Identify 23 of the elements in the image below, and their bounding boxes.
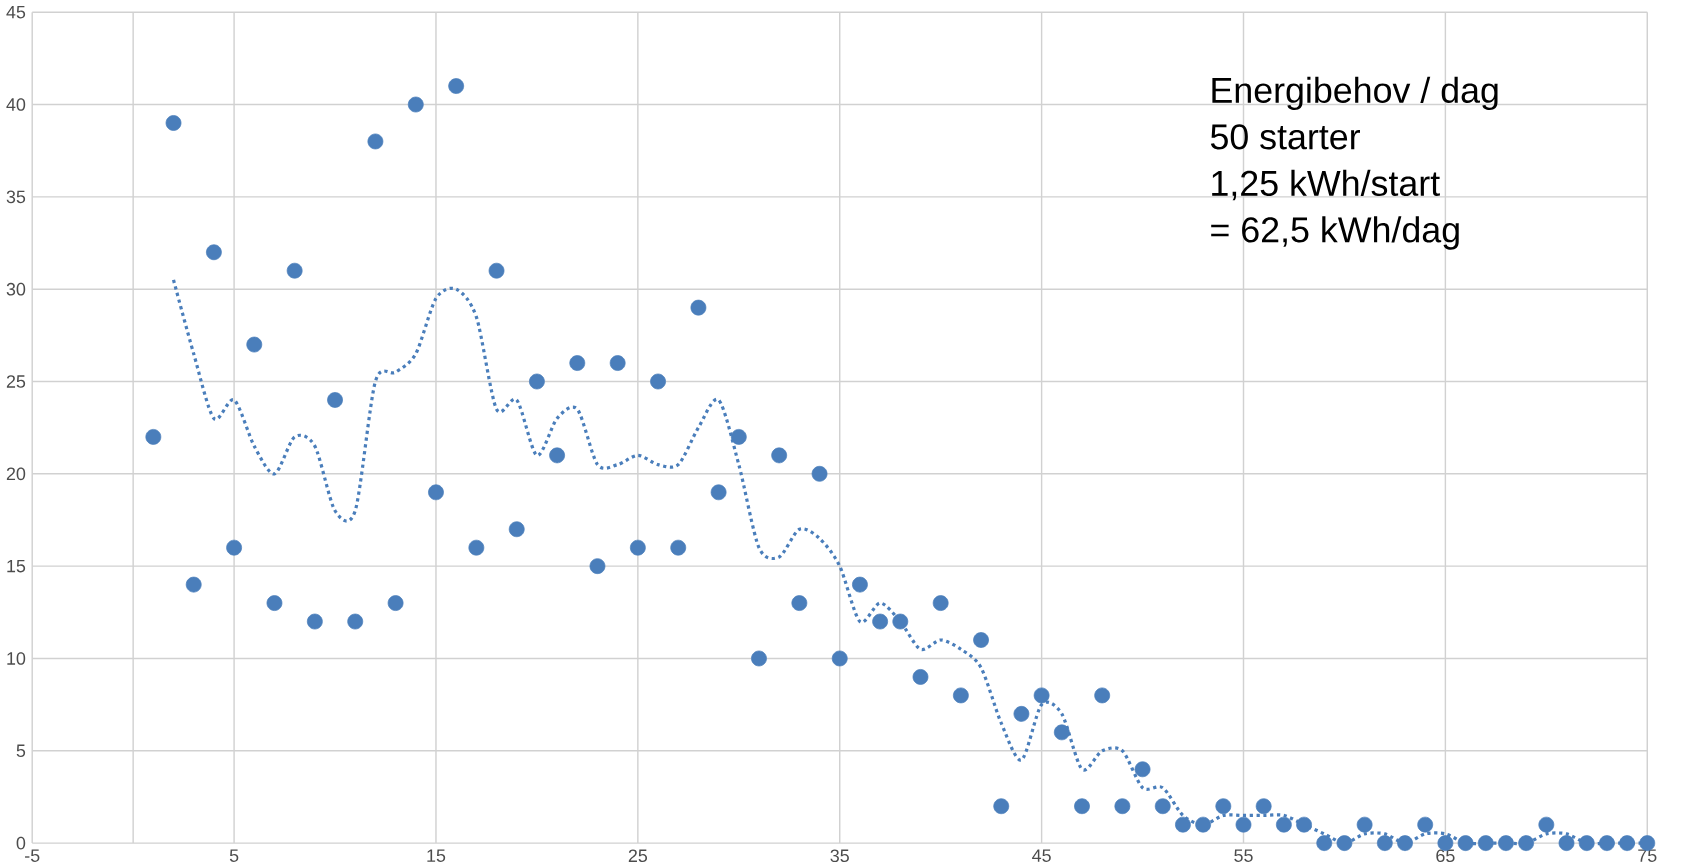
- y-tick-label: 5: [16, 744, 26, 757]
- annotation: Energibehov / dag: [1212, 76, 1498, 111]
- x-tick-label: 15: [427, 849, 446, 862]
- y-tick-label: 25: [6, 375, 26, 388]
- y-tick-label: 30: [6, 282, 26, 296]
- y-tick-label: 35: [6, 190, 26, 204]
- annotation: 50 starter: [1210, 124, 1360, 150]
- x-tick-label: 5: [229, 849, 239, 862]
- y-tick-label: 40: [6, 98, 26, 111]
- y-tick-label: 0: [16, 836, 26, 850]
- x-tick-label: 45: [1032, 849, 1051, 862]
- y-tick-label: 45: [6, 5, 26, 19]
- x-tick-label: -5: [25, 849, 40, 862]
- x-tick-label: 35: [830, 849, 849, 863]
- annotation: 1,25 kWh/start: [1212, 169, 1440, 201]
- x-tick-label: 65: [1436, 849, 1455, 863]
- x-tick-label: 25: [628, 849, 648, 863]
- x-tick-label: 55: [1234, 849, 1253, 862]
- y-tick-label: 20: [6, 467, 26, 481]
- x-tick-label: 75: [1638, 849, 1657, 862]
- annotation: = 62,5 kWh/dag: [1211, 216, 1459, 250]
- y-tick-label: 10: [7, 652, 26, 665]
- y-tick-label: 15: [7, 559, 26, 573]
